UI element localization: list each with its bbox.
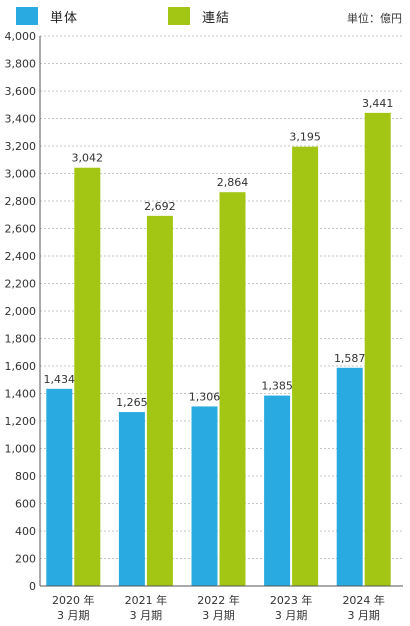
x-tick-label: 3 月期	[275, 609, 308, 622]
y-tick-label: 1,600	[5, 360, 37, 373]
y-tick-label: 3,800	[5, 58, 37, 71]
unit-label: 単位：億円	[347, 12, 402, 25]
bar-series1	[264, 395, 291, 586]
data-label: 3,441	[362, 97, 394, 110]
data-label: 3,195	[289, 131, 321, 144]
y-tick-label: 1,000	[5, 443, 37, 456]
data-label: 3,042	[72, 152, 104, 165]
y-tick-label: 3,400	[5, 113, 37, 126]
y-tick-label: 400	[15, 525, 36, 538]
x-tick-label: 2021 年	[125, 593, 168, 607]
y-tick-label: 2,400	[5, 250, 37, 263]
bar-series1	[46, 388, 73, 586]
y-tick-label: 3,200	[5, 140, 37, 153]
data-label: 1,306	[189, 390, 221, 403]
y-tick-label: 1,200	[5, 415, 37, 428]
x-tick-label: 3 月期	[202, 609, 235, 622]
y-tick-label: 4,000	[5, 30, 37, 43]
x-tick-label: 3 月期	[130, 609, 163, 622]
bar-series1	[336, 367, 363, 586]
legend-item-series2: 連結	[168, 7, 231, 26]
y-tick-label: 2,600	[5, 223, 37, 236]
data-label: 2,692	[144, 200, 176, 213]
data-label: 1,265	[116, 396, 148, 409]
legend-item-series1: 単体	[16, 7, 79, 26]
data-label: 2,864	[217, 176, 249, 189]
chart-legend: 単体 連結 単位：億円	[0, 0, 410, 36]
y-tick-label: 1,800	[5, 333, 37, 346]
legend-label-series1: 単体	[50, 10, 79, 26]
y-tick-label: 2,000	[5, 305, 37, 318]
y-tick-label: 2,800	[5, 195, 37, 208]
legend-swatch-series2	[168, 7, 190, 25]
x-tick-label: 3 月期	[347, 609, 380, 622]
x-tick-label: 2023 年	[270, 593, 313, 607]
y-tick-label: 3,600	[5, 85, 37, 98]
bar-series1	[191, 406, 218, 586]
x-tick-label: 2020 年	[52, 593, 95, 607]
y-tick-label: 0	[29, 580, 36, 593]
y-tick-label: 200	[15, 553, 36, 566]
y-tick-label: 1,400	[5, 388, 37, 401]
y-tick-label: 2,200	[5, 278, 37, 291]
x-tick-label: 2022 年	[197, 593, 240, 607]
legend-label-series2: 連結	[202, 10, 231, 26]
legend-swatch-series1	[16, 7, 38, 25]
data-label: 1,587	[334, 352, 366, 365]
y-tick-label: 800	[15, 470, 36, 483]
y-tick-label: 600	[15, 498, 36, 511]
data-label: 1,385	[261, 380, 293, 393]
x-tick-label: 2024 年	[342, 593, 385, 607]
bar-series2	[74, 167, 101, 586]
bar-series1	[118, 412, 145, 586]
x-tick-label: 3 月期	[57, 609, 90, 622]
bar-series2	[219, 192, 246, 586]
y-tick-label: 3,000	[5, 168, 37, 181]
bar-series2	[364, 112, 391, 587]
bar-series2	[292, 146, 319, 586]
data-label: 1,434	[44, 373, 76, 386]
bar-series2	[146, 215, 173, 586]
